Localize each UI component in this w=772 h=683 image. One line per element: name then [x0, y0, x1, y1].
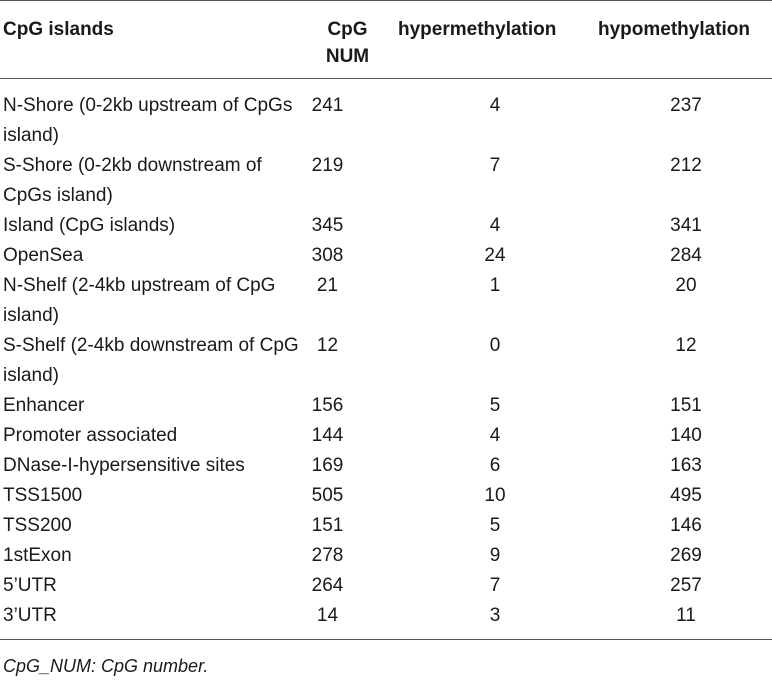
table-row: N-Shore (0-2kb upstream of CpGs island) 2…	[0, 79, 772, 152]
hypermethylation-cell: 7	[489, 575, 501, 596]
header-hypermethylation: hypermethylation	[390, 0, 590, 79]
row-label-cell: 5’UTR	[3, 575, 57, 596]
hypomethylation-cell: 341	[670, 215, 702, 236]
table-row: OpenSea 308 24 284	[0, 241, 772, 271]
table-row: DNase-I-hypersensitive sites 169 6 163	[0, 451, 772, 481]
hypomethylation-cell: 140	[670, 425, 702, 446]
hypermethylation-cell: 5	[489, 395, 501, 416]
table-row: S-Shelf (2-4kb downstream of CpG island)…	[0, 331, 772, 391]
cpg-num-cell: 264	[311, 575, 344, 596]
hypermethylation-cell: 4	[489, 95, 501, 116]
table-row: 1stExon 278 9 269	[0, 541, 772, 571]
row-label-cell: TSS1500	[3, 485, 83, 506]
hypermethylation-cell: 3	[390, 601, 590, 640]
hypomethylation-cell: 212	[670, 155, 702, 176]
cpg-num-cell: 156	[311, 395, 344, 416]
row-label-cell: DNase-I-hypersensitive sites	[3, 455, 245, 476]
header-cpg-islands: CpG islands	[0, 0, 305, 79]
hypermethylation-cell: 1	[489, 275, 501, 296]
hypomethylation-cell: 495	[670, 485, 702, 506]
table-row: 5’UTR 264 7 257	[0, 571, 772, 601]
cpg-num-cell: 14	[305, 601, 390, 640]
row-label-cell: TSS200	[3, 515, 72, 536]
row-label-cell: Enhancer	[3, 395, 85, 416]
hypermethylation-cell: 10	[484, 485, 506, 506]
hypermethylation-cell: 6	[489, 455, 501, 476]
hypomethylation-cell: 20	[675, 275, 697, 296]
hypermethylation-cell: 4	[489, 215, 501, 236]
hypermethylation-cell: 7	[489, 155, 501, 176]
hypomethylation-cell: 12	[675, 335, 697, 356]
hypomethylation-cell: 257	[670, 575, 702, 596]
table-row: TSS1500 505 10 495	[0, 481, 772, 511]
table-header: CpG islands CpG NUM hypermethylation hypo…	[0, 0, 772, 79]
table-row: Island (CpG islands) 345 4 341	[0, 211, 772, 241]
hypermethylation-cell: 5	[489, 515, 501, 536]
header-hypomethylation: hypomethylation	[590, 0, 772, 79]
hypomethylation-cell: 284	[670, 245, 702, 266]
table-row: N-Shelf (2-4kb upstream of CpG island) 21…	[0, 271, 772, 331]
cpg-num-cell: 219	[311, 155, 344, 176]
hypomethylation-cell: 163	[670, 455, 702, 476]
cpg-num-cell: 169	[311, 455, 344, 476]
row-label-cell: OpenSea	[3, 245, 84, 266]
cpg-num-cell: 21	[316, 275, 339, 296]
header-row: CpG islands CpG NUM hypermethylation hypo…	[0, 0, 772, 79]
row-label-cell: Island (CpG islands)	[3, 215, 176, 236]
table-row: Promoter associated 144 4 140	[0, 421, 772, 451]
row-label-cell: N-Shore (0-2kb upstream of CpGs island)	[3, 95, 293, 146]
hypomethylation-cell: 11	[590, 601, 772, 640]
cpg-num-cell: 505	[311, 485, 344, 506]
hypermethylation-cell: 24	[484, 245, 506, 266]
hypomethylation-cell: 269	[670, 545, 702, 566]
hypermethylation-cell: 4	[489, 425, 501, 446]
hypermethylation-cell: 9	[489, 545, 501, 566]
cpg-num-cell: 278	[311, 545, 344, 566]
table-row: 3’UTR 14 3 11	[0, 601, 772, 640]
row-label-cell: Promoter associated	[3, 425, 178, 446]
cpg-methylation-table: CpG islands CpG NUM hypermethylation hypo…	[0, 0, 772, 640]
cpg-num-cell: 144	[311, 425, 344, 446]
table-body: N-Shore (0-2kb upstream of CpGs island) 2…	[0, 79, 772, 640]
table-row: S-Shore (0-2kb downstream of CpGs island…	[0, 151, 772, 211]
hypomethylation-cell: 146	[670, 515, 702, 536]
hypomethylation-cell: 237	[670, 95, 702, 116]
row-label-cell: N-Shelf (2-4kb upstream of CpG island)	[3, 275, 276, 326]
cpg-num-cell: 345	[311, 215, 344, 236]
row-label-cell: 3’UTR	[0, 601, 305, 640]
row-label-cell: S-Shelf (2-4kb downstream of CpG island)	[3, 335, 299, 386]
header-cpg-num: CpG NUM	[305, 0, 390, 79]
hypomethylation-cell: 151	[670, 395, 702, 416]
cpg-num-cell: 241	[311, 95, 344, 116]
row-label-cell: S-Shore (0-2kb downstream of CpGs island…	[3, 155, 262, 206]
table-row: TSS200 151 5 146	[0, 511, 772, 541]
hypermethylation-cell: 0	[489, 335, 501, 356]
cpg-num-cell: 308	[311, 245, 344, 266]
table-footnote: CpG_NUM: CpG number.	[3, 656, 209, 676]
cpg-num-cell: 151	[311, 515, 344, 536]
cpg-num-cell: 12	[316, 335, 339, 356]
table-row: Enhancer 156 5 151	[0, 391, 772, 421]
row-label-cell: 1stExon	[3, 545, 72, 566]
